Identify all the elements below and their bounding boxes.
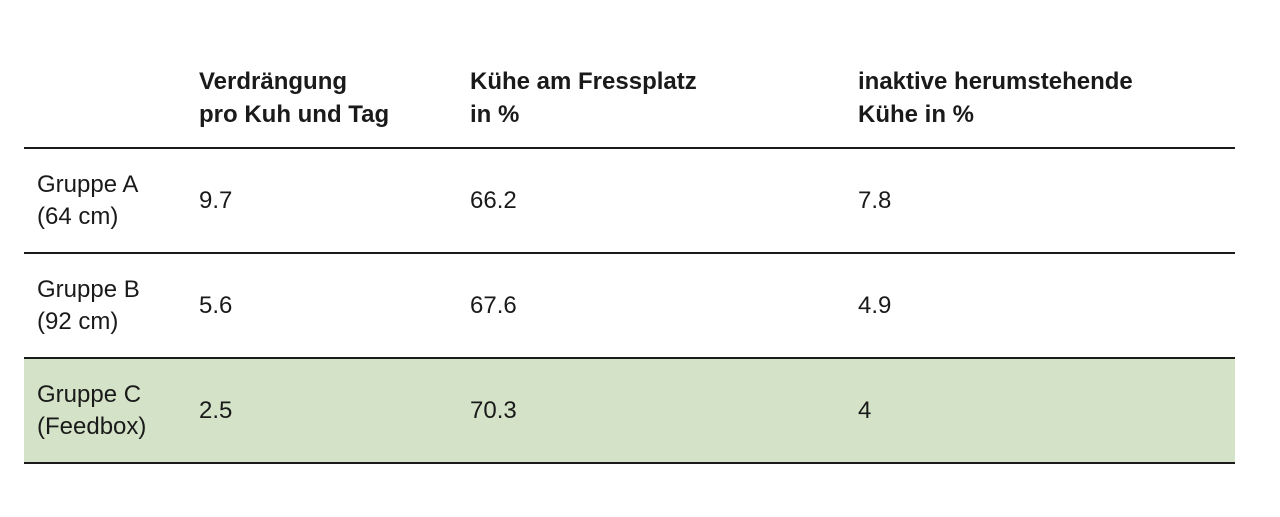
table-row-gruppe-c: Gruppe C (Feedbox) 2.5 70.3 4 (24, 358, 1235, 464)
comparison-table: Verdrängung pro Kuh und Tag Kühe am Fres… (24, 0, 1235, 464)
value-cell: 70.3 (456, 358, 844, 464)
header-line: inaktive herumstehende (858, 68, 1133, 95)
row-label-line: (Feedbox) (37, 412, 147, 440)
row-label-cell: Gruppe B (92 cm) (24, 253, 185, 359)
value-cell: 9.7 (185, 148, 456, 254)
value-cell: 4.9 (844, 253, 1235, 359)
header-line: Kühe am Fressplatz (470, 68, 697, 95)
header-inaktive-kuehe: inaktive herumstehende Kühe in % (844, 0, 1235, 149)
row-label-line: Gruppe A (37, 170, 139, 198)
header-line: pro Kuh und Tag (199, 101, 390, 128)
value-cell: 4 (844, 358, 1235, 464)
table-row-gruppe-a: Gruppe A (64 cm) 9.7 66.2 7.8 (24, 148, 1235, 254)
value-cell: 2.5 (185, 358, 456, 464)
table-row-gruppe-b: Gruppe B (92 cm) 5.6 67.6 4.9 (24, 253, 1235, 359)
header-verdraengung: Verdrängung pro Kuh und Tag (185, 0, 456, 149)
header-kuehe-fressplatz: Kühe am Fressplatz in % (456, 0, 844, 149)
value-cell: 67.6 (456, 253, 844, 359)
row-label-line: (64 cm) (37, 202, 119, 230)
header-line: Verdrängung (199, 68, 348, 95)
row-label-cell: Gruppe A (64 cm) (24, 148, 185, 254)
header-line: in % (470, 101, 520, 128)
row-label-cell: Gruppe C (Feedbox) (24, 358, 185, 464)
value-cell: 66.2 (456, 148, 844, 254)
row-label-line: Gruppe B (37, 275, 140, 303)
table-header-row: Verdrängung pro Kuh und Tag Kühe am Fres… (24, 0, 1235, 149)
header-corner-cell (24, 0, 185, 149)
row-label-line: Gruppe C (37, 380, 142, 408)
header-line: Kühe in % (858, 101, 975, 128)
row-label-line: (92 cm) (37, 307, 119, 335)
data-table-container: Verdrängung pro Kuh und Tag Kühe am Fres… (24, 0, 1235, 464)
value-cell: 7.8 (844, 148, 1235, 254)
value-cell: 5.6 (185, 253, 456, 359)
